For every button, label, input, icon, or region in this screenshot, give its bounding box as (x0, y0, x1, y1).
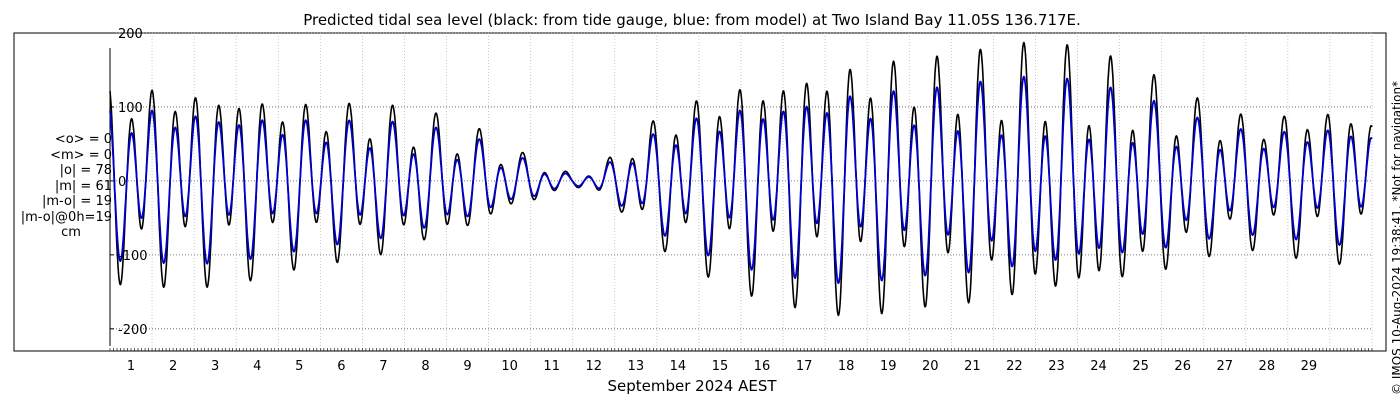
y-tick-label: -100 (118, 249, 148, 264)
series-group (109, 41, 1373, 317)
copyright-notice: © IMOS 10-Aug-2024 19:38:41. *Not for na… (1390, 80, 1400, 395)
stat-abs-diff: |m-o| = 19 (41, 194, 112, 209)
x-tick-label: 11 (543, 359, 560, 374)
x-tick-label: 25 (1132, 359, 1149, 374)
x-tick-label: 12 (585, 359, 602, 374)
x-tick-label: 1 (127, 359, 135, 374)
x-axis-label: September 2024 AEST (607, 377, 777, 395)
y-tick-labels: -200 -100 0 100 200 (118, 27, 148, 338)
stat-abs-model: |m| = 61 (54, 178, 112, 194)
y-tick-label: 100 (118, 101, 143, 116)
x-tick-label: 2 (169, 359, 177, 374)
x-tick-label: 20 (922, 359, 939, 374)
x-tick-label: 18 (838, 359, 855, 374)
x-tick-label: 26 (1174, 359, 1191, 374)
x-tick-label: 10 (501, 359, 518, 374)
x-tick-label: 13 (628, 359, 645, 374)
x-tick-label: 23 (1048, 359, 1065, 374)
model-series-line (109, 75, 1373, 285)
stat-mean-observed: <o> = 0 (54, 132, 112, 147)
x-tick-label: 29 (1301, 359, 1318, 374)
x-tick-label: 6 (337, 359, 345, 374)
x-tick-label: 5 (295, 359, 303, 374)
x-tick-label: 22 (1006, 359, 1023, 374)
chart-title: Predicted tidal sea level (black: from t… (303, 11, 1081, 29)
x-tick-labels: 1 2 3 4 5 6 7 8 9 10 11 12 13 14 15 16 17 18 19 20 21 22 23 24 2… (127, 359, 1317, 374)
x-tick-label: 4 (253, 359, 261, 374)
x-tick-label: 21 (964, 359, 981, 374)
x-tick-label: 27 (1216, 359, 1233, 374)
stat-abs-diff-0h: |m-o|@0h=19 (20, 209, 112, 225)
x-tick-label: 7 (379, 359, 387, 374)
x-tick-label: 24 (1090, 359, 1107, 374)
stat-mean-model: <m> = 0 (50, 147, 112, 163)
stat-abs-observed: |o| = 78 (59, 163, 112, 178)
grid-lines (110, 32, 1373, 351)
chart-frame (13, 32, 1387, 352)
y-tick-label: 0 (118, 175, 126, 190)
x-tick-label: 17 (796, 359, 813, 374)
x-tick-label: 15 (712, 359, 729, 374)
x-tick-label: 3 (211, 359, 219, 374)
statistics-panel: <o> = 0 <m> = 0 |o| = 78 |m| = 61 |m-o| … (0, 132, 112, 241)
x-tick-label: 28 (1259, 359, 1276, 374)
stat-units: cm (61, 225, 81, 240)
x-tick-label: 8 (421, 359, 429, 374)
x-tick-label: 14 (670, 359, 687, 374)
x-tick-label: 16 (754, 359, 771, 374)
x-tick-label: 19 (880, 359, 897, 374)
y-tick-label: -200 (118, 323, 148, 338)
y-tick-label: 200 (118, 27, 143, 42)
x-tick-label: 9 (463, 359, 471, 374)
